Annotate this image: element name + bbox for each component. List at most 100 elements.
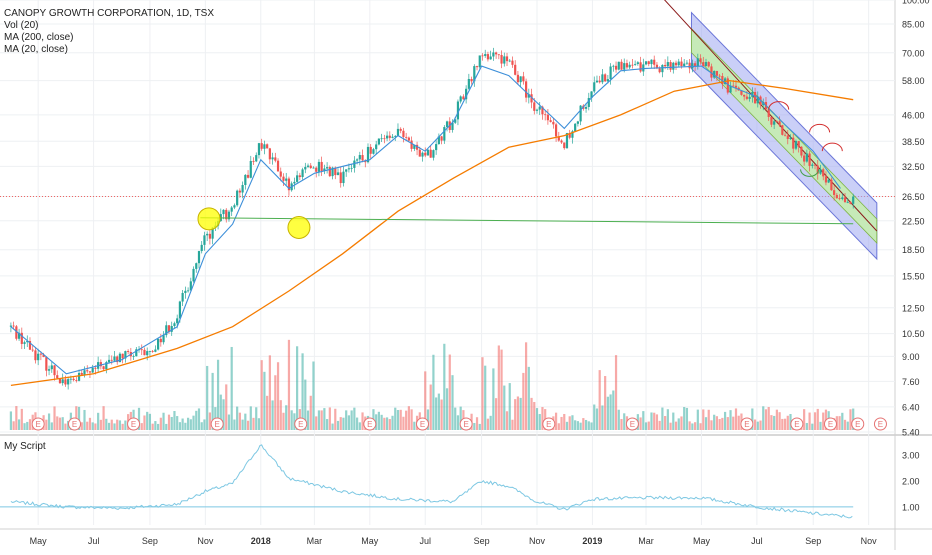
volume-bar <box>350 410 353 430</box>
channel-inner-band <box>691 27 878 244</box>
volume-bar <box>672 412 675 430</box>
candle-body <box>811 164 814 166</box>
candle-body <box>154 349 157 352</box>
volume-bar <box>702 409 705 430</box>
candle-body <box>797 141 800 147</box>
volume-bar <box>67 420 70 430</box>
highlight-circle <box>287 216 311 240</box>
candle-body <box>514 64 517 75</box>
drawings[interactable] <box>197 101 854 240</box>
candle-body <box>410 140 413 149</box>
volume-bar <box>650 412 653 430</box>
axes: 100.00 85.00 70.00 58.00 46.00 38.50 32.50 26.5… <box>30 0 930 546</box>
volume-bar <box>105 418 108 430</box>
channel-midline <box>663 0 878 232</box>
candle-body <box>336 172 340 176</box>
candle-body <box>475 66 479 68</box>
volume-bar <box>778 412 781 430</box>
candle-body <box>42 354 45 358</box>
volume-bar <box>454 407 457 430</box>
candle-body <box>677 61 680 66</box>
candle-body <box>225 209 228 220</box>
volume-bar <box>495 398 498 430</box>
volume-bar <box>167 414 171 430</box>
earnings-marker-label: E <box>463 420 468 429</box>
volume-bar <box>816 408 819 430</box>
earnings-markers[interactable]: E E E E E E E E E E E E EEE <box>31 417 887 431</box>
volume-bar <box>244 413 247 430</box>
candle-body <box>132 356 135 358</box>
price-tick-label: 6.40 <box>902 402 920 412</box>
volume-bar <box>12 421 15 430</box>
candle-body <box>192 268 195 282</box>
volume-bar <box>137 407 141 430</box>
candle-body <box>642 64 645 72</box>
candle-body <box>266 144 269 149</box>
volume-bar <box>541 407 544 430</box>
volume-bar <box>704 417 708 430</box>
volume-bar <box>276 362 280 430</box>
candle-body <box>830 179 833 191</box>
candle-body <box>53 365 56 376</box>
volume-bar <box>595 408 599 430</box>
volume-bar <box>822 412 825 430</box>
candle-body <box>767 109 770 117</box>
candle-body <box>835 194 838 199</box>
volume-bar <box>301 353 304 430</box>
volume-bar <box>677 418 680 430</box>
trend-channel[interactable] <box>651 0 878 261</box>
oscillator-line <box>10 444 853 519</box>
candle-body <box>402 130 405 137</box>
volume-bar <box>375 414 378 430</box>
oscillator-title[interactable]: My Script <box>4 441 46 452</box>
candle-body <box>345 169 348 172</box>
candle-body <box>296 175 299 182</box>
volume-bar <box>674 421 678 430</box>
candle-body <box>320 161 323 171</box>
candle-body <box>674 62 678 66</box>
candle-body <box>696 58 699 67</box>
candle-body <box>26 341 29 343</box>
price-tick-label: 85.00 <box>902 20 925 30</box>
volume-bar <box>97 412 100 430</box>
candle-body <box>375 144 378 150</box>
candle-body <box>688 62 691 69</box>
candle-body <box>492 52 495 57</box>
candle-body <box>211 227 214 239</box>
candle-body <box>634 63 637 65</box>
earnings-marker-circle <box>294 417 308 431</box>
earnings-marker-label: E <box>214 420 219 429</box>
volume-bar <box>527 366 530 430</box>
volume-bar <box>402 416 405 430</box>
volume-bar <box>601 405 604 430</box>
candle-body <box>118 353 122 363</box>
candle-body <box>519 76 522 83</box>
candle-body <box>189 281 192 291</box>
candle-body <box>563 142 566 149</box>
candle-body <box>301 169 304 178</box>
volume-bar <box>323 408 326 430</box>
volume-indicator-label[interactable]: Vol (20) <box>4 20 39 31</box>
candle-body <box>31 349 34 351</box>
volume-bar <box>500 349 503 430</box>
ma20-indicator-label[interactable]: MA (20, close) <box>4 44 68 55</box>
volume-bar <box>511 419 514 430</box>
symbol-line[interactable]: CANOPY GROWTH CORPORATION, 1D, TSX <box>4 8 215 19</box>
time-tick-label: 2018 <box>251 536 271 546</box>
volume-bar <box>849 409 852 430</box>
volume-bar <box>579 422 582 430</box>
candle-body <box>328 167 331 177</box>
candle-body <box>56 375 59 379</box>
candle-body <box>593 82 596 92</box>
candle-body <box>538 106 541 110</box>
candle-body <box>116 356 119 363</box>
volume-bar <box>83 409 86 430</box>
candle-body <box>669 62 672 70</box>
candle-body <box>623 63 626 70</box>
candle-body <box>233 205 236 208</box>
candle-body <box>260 143 263 149</box>
candle-body <box>841 197 844 199</box>
candle-body <box>808 153 811 166</box>
ma200-indicator-label[interactable]: MA (200, close) <box>4 32 74 43</box>
